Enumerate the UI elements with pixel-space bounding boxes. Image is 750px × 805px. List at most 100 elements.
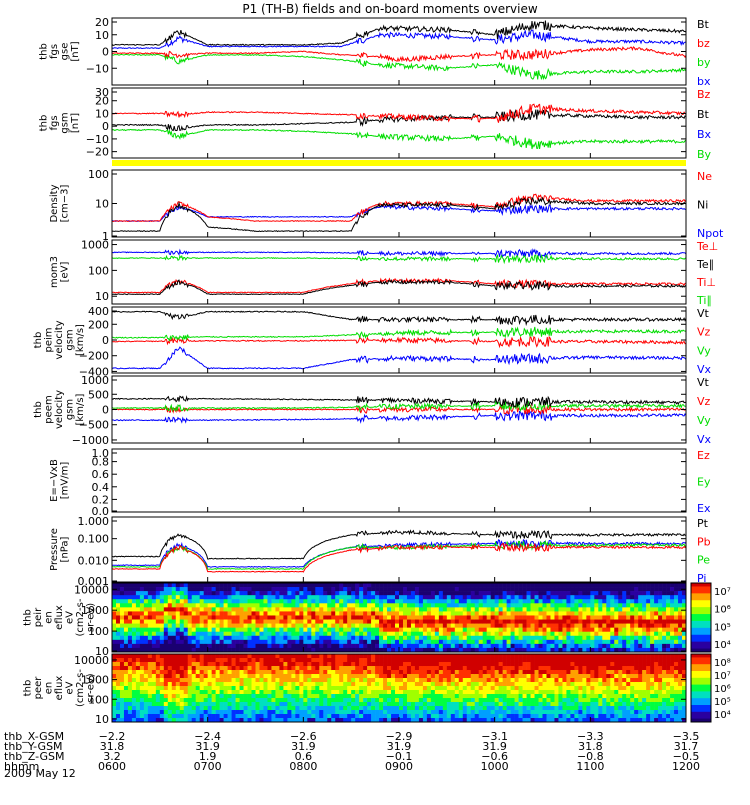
heatmap-cell — [411, 702, 415, 706]
heatmap-cell — [566, 678, 570, 682]
heatmap-cell — [570, 682, 574, 686]
heatmap-cell — [435, 591, 439, 595]
heatmap-cell — [136, 595, 140, 599]
heatmap-cell — [459, 682, 463, 686]
heatmap-cell — [602, 583, 606, 587]
heatmap-cell — [120, 636, 124, 640]
heatmap-cell — [271, 628, 275, 632]
heatmap-cell — [535, 591, 539, 595]
heatmap-cell — [184, 702, 188, 706]
heatmap-cell — [192, 632, 196, 636]
heatmap-cell — [606, 694, 610, 698]
heatmap-cell — [132, 591, 136, 595]
heatmap-cell — [610, 670, 614, 674]
heatmap-cell — [335, 678, 339, 682]
heatmap-cell — [395, 591, 399, 595]
heatmap-cell — [307, 698, 311, 702]
heatmap-cell — [132, 615, 136, 619]
heatmap-cell — [419, 611, 423, 615]
heatmap-cell — [411, 662, 415, 666]
y-tick-label: 0 — [102, 120, 109, 133]
heatmap-cell — [204, 678, 208, 682]
heatmap-cell — [411, 632, 415, 636]
heatmap-cell — [367, 710, 371, 714]
heatmap-cell — [598, 662, 602, 666]
heatmap-cell — [535, 678, 539, 682]
heatmap-cell — [554, 595, 558, 599]
heatmap-cell — [112, 662, 116, 666]
heatmap-cell — [523, 682, 527, 686]
heatmap-cell — [515, 624, 519, 628]
panel-background — [112, 517, 686, 582]
heatmap-cell — [423, 670, 427, 674]
heatmap-cell — [188, 587, 192, 591]
heatmap-cell — [435, 714, 439, 718]
heatmap-cell — [259, 591, 263, 595]
heatmap-cell — [259, 666, 263, 670]
heatmap-cell — [271, 654, 275, 658]
colorbar-tick-label: 10⁵ — [714, 622, 731, 633]
heatmap-cell — [136, 674, 140, 678]
heatmap-cell — [666, 615, 670, 619]
heatmap-cell — [439, 678, 443, 682]
heatmap-cell — [554, 615, 558, 619]
heatmap-cell — [196, 714, 200, 718]
heatmap-cell — [387, 632, 391, 636]
heatmap-cell — [220, 654, 224, 658]
heatmap-cell — [590, 599, 594, 603]
heatmap-cell — [431, 698, 435, 702]
heatmap-cell — [602, 611, 606, 615]
heatmap-cell — [291, 702, 295, 706]
heatmap-cell — [407, 624, 411, 628]
heatmap-cell — [642, 640, 646, 644]
heatmap-cell — [399, 611, 403, 615]
heatmap-cell — [367, 632, 371, 636]
heatmap-cell — [295, 624, 299, 628]
heatmap-cell — [228, 624, 232, 628]
heatmap-cell — [630, 603, 634, 607]
heatmap-cell — [311, 702, 315, 706]
heatmap-cell — [527, 698, 531, 702]
heatmap-cell — [511, 666, 515, 670]
heatmap-cell — [511, 595, 515, 599]
heatmap-cell — [459, 644, 463, 648]
heatmap-cell — [590, 615, 594, 619]
heatmap-cell — [128, 599, 132, 603]
heatmap-cell — [423, 628, 427, 632]
heatmap-cell — [610, 702, 614, 706]
heatmap-cell — [483, 644, 487, 648]
heatmap-cell — [363, 674, 367, 678]
heatmap-cell — [136, 706, 140, 710]
heatmap-cell — [343, 658, 347, 662]
heatmap-cell — [535, 607, 539, 611]
heatmap-cell — [586, 698, 590, 702]
heatmap-cell — [311, 644, 315, 648]
heatmap-cell — [483, 632, 487, 636]
heatmap-cell — [236, 674, 240, 678]
heatmap-cell — [403, 624, 407, 628]
heatmap-cell — [515, 611, 519, 615]
heatmap-cell — [299, 698, 303, 702]
heatmap-cell — [359, 702, 363, 706]
heatmap-cell — [395, 702, 399, 706]
heatmap-cell — [124, 674, 128, 678]
heatmap-cell — [638, 607, 642, 611]
heatmap-cell — [124, 694, 128, 698]
heatmap-cell — [299, 583, 303, 587]
heatmap-cell — [467, 690, 471, 694]
legend-entry: Bz — [697, 88, 711, 101]
heatmap-cell — [638, 599, 642, 603]
heatmap-cell — [562, 658, 566, 662]
heatmap-cell — [319, 615, 323, 619]
heatmap-cell — [343, 654, 347, 658]
heatmap-cell — [279, 591, 283, 595]
heatmap-cell — [395, 710, 399, 714]
heatmap-cell — [132, 670, 136, 674]
heatmap-cell — [279, 599, 283, 603]
heatmap-cell — [339, 706, 343, 710]
heatmap-cell — [180, 628, 184, 632]
heatmap-cell — [287, 702, 291, 706]
heatmap-cell — [248, 624, 252, 628]
heatmap-cell — [323, 682, 327, 686]
heatmap-cell — [327, 624, 331, 628]
